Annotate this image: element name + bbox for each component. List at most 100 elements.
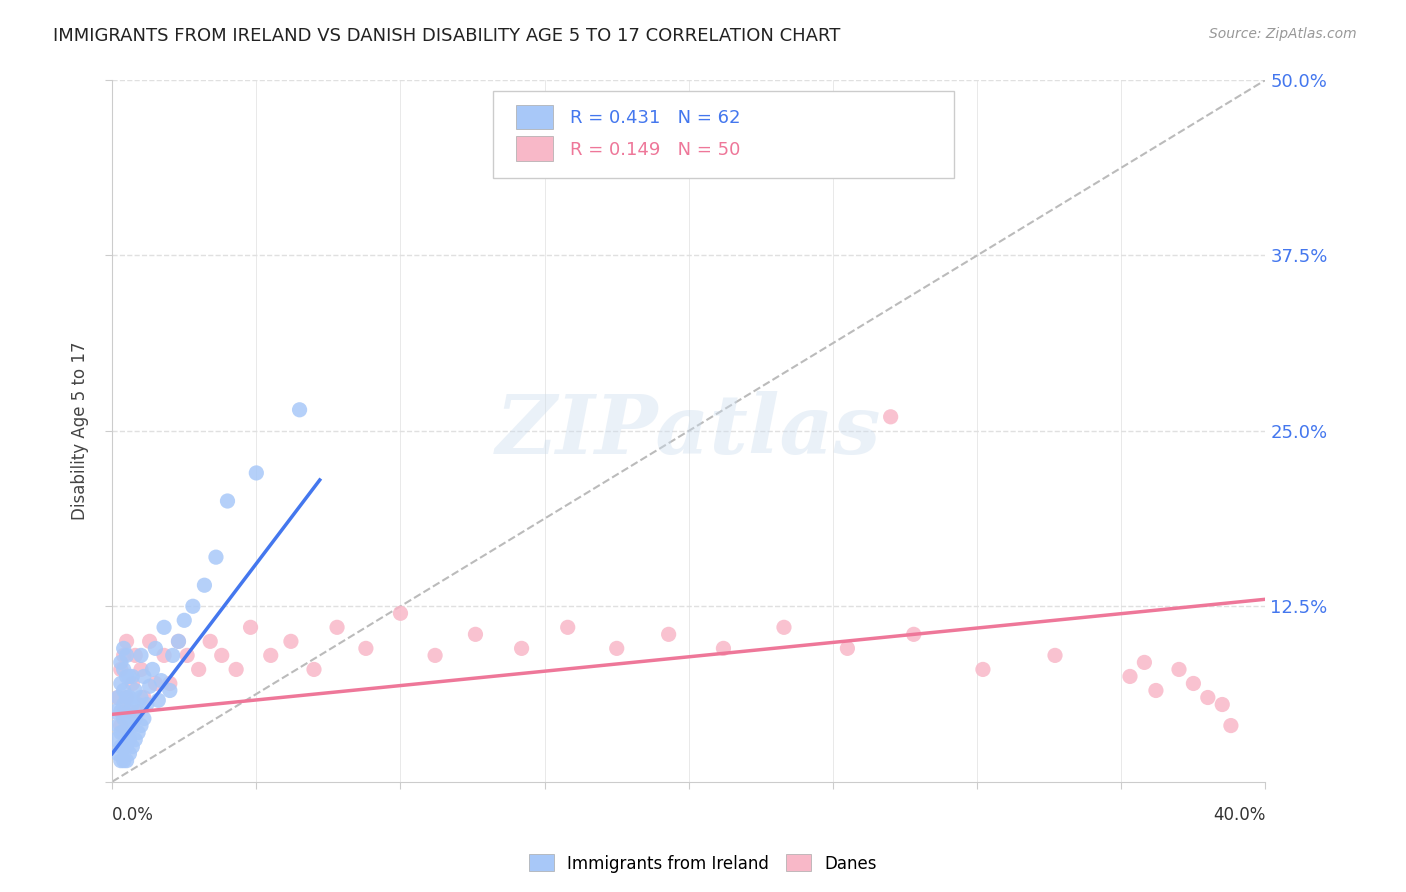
- Point: [173, 613, 195, 627]
- Point: [110, 725, 132, 739]
- Point: [112, 641, 135, 656]
- Point: [205, 550, 228, 565]
- Point: [193, 578, 215, 592]
- Point: [118, 669, 141, 683]
- Point: [239, 620, 262, 634]
- Point: [110, 676, 132, 690]
- Point: [110, 705, 132, 719]
- Point: [145, 676, 167, 690]
- Point: [110, 739, 132, 754]
- Point: [107, 747, 129, 761]
- Point: [176, 648, 198, 663]
- Point: [132, 712, 155, 726]
- Point: [118, 712, 141, 726]
- Point: [124, 683, 146, 698]
- Point: [135, 698, 157, 712]
- Point: [107, 690, 129, 705]
- Point: [112, 705, 135, 719]
- Point: [118, 690, 141, 705]
- Point: [104, 705, 127, 719]
- Point: [181, 599, 204, 614]
- Point: [389, 607, 412, 621]
- Text: 0.0%: 0.0%: [112, 806, 155, 824]
- Point: [118, 732, 141, 747]
- Point: [773, 620, 796, 634]
- Text: R = 0.431   N = 62: R = 0.431 N = 62: [569, 110, 741, 128]
- FancyBboxPatch shape: [516, 136, 553, 161]
- Point: [107, 718, 129, 732]
- Point: [124, 648, 146, 663]
- Point: [112, 739, 135, 754]
- Point: [104, 732, 127, 747]
- Point: [127, 705, 149, 719]
- Point: [115, 634, 138, 648]
- Point: [148, 693, 170, 707]
- Point: [159, 676, 181, 690]
- Point: [280, 634, 302, 648]
- Point: [129, 690, 152, 705]
- Point: [145, 641, 167, 656]
- Point: [302, 662, 325, 676]
- Point: [138, 634, 160, 648]
- Point: [115, 648, 138, 663]
- Point: [326, 620, 349, 634]
- Point: [198, 634, 221, 648]
- Point: [118, 747, 141, 761]
- Point: [115, 739, 138, 754]
- Point: [110, 718, 132, 732]
- Y-axis label: Disability Age 5 to 17: Disability Age 5 to 17: [72, 342, 89, 520]
- Point: [903, 627, 925, 641]
- Point: [150, 673, 173, 688]
- Point: [211, 648, 233, 663]
- Point: [112, 683, 135, 698]
- Text: Source: ZipAtlas.com: Source: ZipAtlas.com: [1209, 27, 1357, 41]
- Point: [1043, 648, 1066, 663]
- Point: [112, 662, 135, 676]
- Point: [112, 725, 135, 739]
- Point: [121, 669, 143, 683]
- Point: [112, 712, 135, 726]
- Point: [187, 662, 209, 676]
- Text: IMMIGRANTS FROM IRELAND VS DANISH DISABILITY AGE 5 TO 17 CORRELATION CHART: IMMIGRANTS FROM IRELAND VS DANISH DISABI…: [53, 27, 841, 45]
- Point: [162, 648, 184, 663]
- Point: [121, 718, 143, 732]
- Point: [110, 656, 132, 670]
- Point: [129, 648, 152, 663]
- Point: [557, 620, 579, 634]
- Point: [1144, 683, 1167, 698]
- Legend: Immigrants from Ireland, Danes: Immigrants from Ireland, Danes: [523, 847, 883, 880]
- Point: [153, 620, 176, 634]
- Point: [1133, 656, 1156, 670]
- Point: [127, 698, 149, 712]
- Point: [260, 648, 283, 663]
- Point: [115, 707, 138, 722]
- Point: [112, 698, 135, 712]
- Point: [110, 662, 132, 676]
- Point: [713, 641, 735, 656]
- Point: [115, 690, 138, 705]
- Point: [1197, 690, 1219, 705]
- Text: R = 0.149   N = 50: R = 0.149 N = 50: [569, 141, 741, 159]
- Point: [464, 627, 486, 641]
- Point: [112, 648, 135, 663]
- Point: [1219, 718, 1241, 732]
- Point: [138, 679, 160, 693]
- Point: [658, 627, 681, 641]
- Point: [132, 690, 155, 705]
- Point: [972, 662, 994, 676]
- Point: [121, 739, 143, 754]
- Point: [115, 669, 138, 683]
- Point: [423, 648, 446, 663]
- Point: [115, 690, 138, 705]
- Point: [118, 705, 141, 719]
- Point: [115, 754, 138, 768]
- Point: [1168, 662, 1191, 676]
- Point: [1119, 669, 1142, 683]
- Point: [132, 669, 155, 683]
- Point: [112, 754, 135, 768]
- Point: [159, 683, 181, 698]
- FancyBboxPatch shape: [492, 90, 955, 178]
- Text: 40.0%: 40.0%: [1213, 806, 1265, 824]
- Point: [879, 409, 901, 424]
- Point: [121, 698, 143, 712]
